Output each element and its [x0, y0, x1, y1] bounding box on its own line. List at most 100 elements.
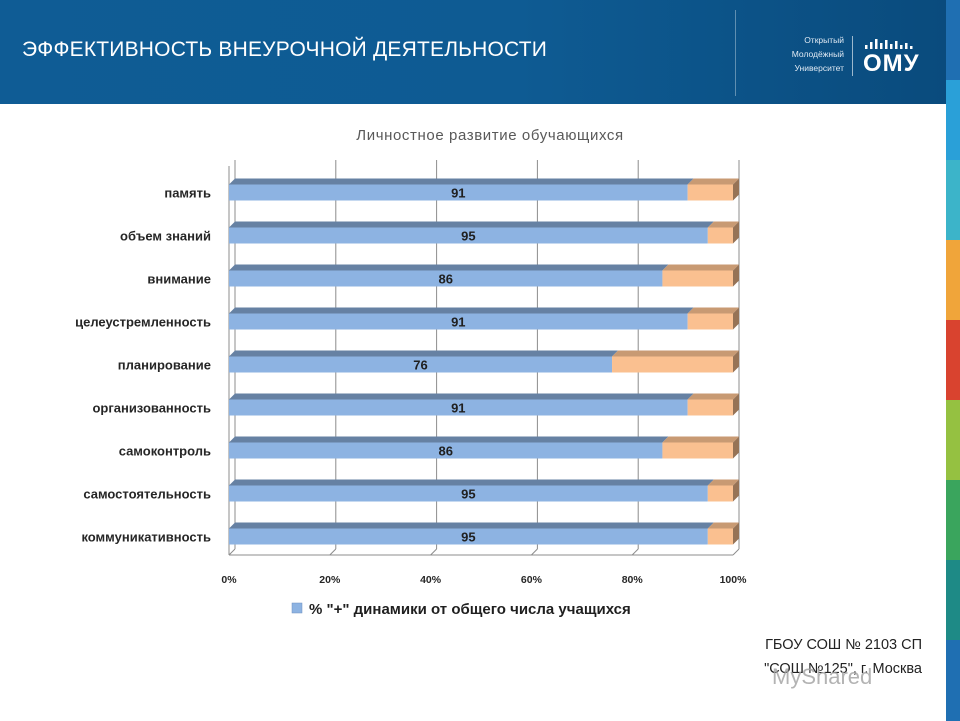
gridline-floor	[228, 548, 236, 556]
data-label: 86	[438, 444, 452, 459]
bar-top-remainder	[687, 393, 739, 400]
x-tick-label: 60%	[521, 574, 543, 586]
bar-top-remainder	[662, 264, 739, 271]
logo-line-3: Университет	[794, 63, 844, 73]
logo-line-2: Молодёжный	[791, 49, 844, 59]
category-label: организованность	[92, 401, 211, 416]
data-label: 95	[461, 487, 475, 502]
bar-top-remainder	[687, 178, 739, 185]
bar-side	[733, 522, 739, 545]
page-title: ЭФФЕКТИВНОСТЬ ВНЕУРОЧНОЙ ДЕЯТЕЛЬНОСТИ	[22, 38, 548, 61]
x-tick-label: 100%	[720, 574, 748, 586]
bar-positive	[229, 442, 663, 459]
stripe-segment	[946, 480, 960, 561]
legend-swatch	[291, 602, 303, 614]
bar-positive	[229, 356, 613, 373]
bar-top-positive	[229, 393, 694, 400]
bar-remainder	[687, 313, 733, 330]
bar-remainder	[707, 528, 733, 545]
bar-remainder	[662, 442, 733, 459]
category-label: планирование	[118, 358, 211, 373]
bar-side	[733, 178, 739, 201]
category-label: самоконтроль	[119, 444, 211, 459]
school-location: "СОШ №125", г. Москва	[764, 661, 922, 677]
x-tick-label: 40%	[420, 574, 442, 586]
category-label: целеустремленность	[75, 315, 211, 330]
category-label: объем знаний	[120, 229, 211, 244]
bar-side	[733, 350, 739, 373]
bar-positive	[229, 399, 688, 416]
bar-remainder	[687, 399, 733, 416]
bar-top-positive	[229, 350, 619, 357]
data-label: 86	[438, 272, 452, 287]
bar-top-positive	[229, 479, 714, 486]
bar-positive	[229, 313, 688, 330]
bar-positive	[229, 485, 708, 502]
bar-top-remainder	[707, 479, 739, 486]
bar-side	[733, 393, 739, 416]
bar-top-remainder	[687, 307, 739, 314]
category-label: самостоятельность	[83, 487, 211, 502]
data-label: 91	[451, 186, 465, 201]
header-divider	[735, 10, 736, 96]
bar-positive	[229, 528, 708, 545]
bar-top-remainder	[662, 436, 739, 443]
bar-chart: 91 память 95 объем знаний 86 внимание 91 целеус…	[75, 160, 748, 618]
x-tick-label: 80%	[622, 574, 644, 586]
school-name: ГБОУ СОШ № 2103 СП	[765, 637, 922, 653]
stripe-segment	[946, 320, 960, 401]
data-label: 91	[451, 401, 465, 416]
header-bar: ЭФФЕКТИВНОСТЬ ВНЕУРОЧНОЙ ДЕЯТЕЛЬНОСТИ От…	[0, 0, 946, 104]
x-tick-label: 0%	[221, 574, 237, 586]
bar-remainder	[707, 227, 733, 244]
gridline-floor	[531, 548, 538, 556]
bar-top-positive	[229, 264, 669, 271]
category-label: память	[164, 186, 211, 201]
chart-title: Личностное развитие обучающихся	[356, 127, 624, 144]
bar-remainder	[612, 356, 733, 373]
data-label: 95	[461, 530, 475, 545]
bar-remainder	[662, 270, 733, 287]
logo-abbreviation: ОМУ	[863, 50, 920, 77]
bar-top-positive	[229, 436, 669, 443]
bar-positive	[229, 227, 708, 244]
stripe-segment	[946, 400, 960, 481]
x-tick-label: 20%	[319, 574, 341, 586]
side-color-stripe	[946, 0, 960, 721]
bar-side	[733, 307, 739, 330]
gridline-floor	[631, 548, 639, 556]
data-label: 95	[461, 229, 475, 244]
stripe-segment	[946, 560, 960, 641]
bar-top-positive	[229, 522, 714, 529]
bar-positive	[229, 270, 663, 287]
gridline-floor	[732, 548, 740, 556]
gridline-floor	[430, 548, 437, 556]
bar-top-positive	[229, 307, 694, 314]
bar-top-positive	[229, 178, 694, 185]
stripe-segment	[946, 0, 960, 81]
gridline-floor	[329, 548, 337, 556]
logo-text: Открытый Молодёжный Университет	[770, 33, 844, 75]
bar-top-positive	[229, 221, 714, 228]
signal-bars-icon	[865, 39, 913, 49]
bar-side	[733, 221, 739, 244]
bar-side	[733, 436, 739, 459]
legend-label: % "+" динамики от общего числа учащихся	[309, 601, 631, 618]
data-label: 91	[451, 315, 465, 330]
bar-positive	[229, 184, 688, 201]
bar-top-remainder	[612, 350, 739, 357]
logo-divider	[852, 36, 853, 76]
bar-top-remainder	[707, 522, 739, 529]
stripe-segment	[946, 80, 960, 161]
category-label: коммуникативность	[81, 530, 211, 545]
watermark-logo: MyShared	[772, 664, 873, 689]
category-label: внимание	[147, 272, 211, 287]
stripe-segment	[946, 640, 960, 721]
logo-line-1: Открытый	[804, 35, 844, 45]
stripe-segment	[946, 160, 960, 241]
bar-side	[733, 264, 739, 287]
data-label: 76	[413, 358, 427, 373]
stripe-segment	[946, 240, 960, 321]
bar-remainder	[707, 485, 733, 502]
school-caption: ГБОУ СОШ № 2103 СП "СОШ №125", г. Москва	[764, 633, 922, 681]
